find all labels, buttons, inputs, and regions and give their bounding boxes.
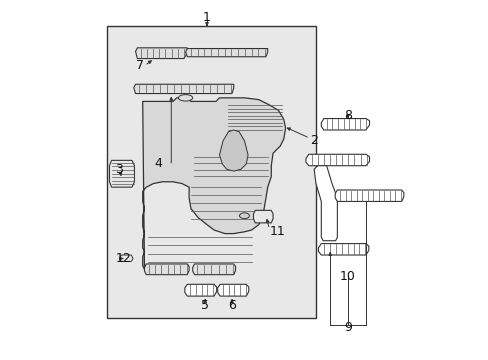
Text: 4: 4	[154, 157, 162, 170]
Polygon shape	[134, 84, 233, 94]
Polygon shape	[135, 48, 187, 59]
Polygon shape	[217, 284, 248, 296]
Text: 10: 10	[340, 270, 355, 283]
Polygon shape	[142, 98, 285, 269]
Text: 7: 7	[136, 59, 143, 72]
Polygon shape	[335, 190, 403, 202]
Polygon shape	[107, 26, 315, 318]
Text: 11: 11	[269, 225, 285, 238]
Polygon shape	[184, 284, 216, 296]
Polygon shape	[119, 255, 133, 261]
Text: 6: 6	[227, 299, 235, 312]
Text: 12: 12	[115, 252, 131, 265]
Polygon shape	[318, 244, 368, 255]
Text: 5: 5	[201, 299, 209, 312]
Polygon shape	[305, 154, 369, 166]
Text: 8: 8	[344, 109, 351, 122]
Polygon shape	[313, 166, 337, 241]
Polygon shape	[185, 49, 267, 57]
Polygon shape	[253, 210, 272, 223]
Ellipse shape	[239, 213, 249, 219]
Text: 3: 3	[115, 163, 123, 176]
Text: 9: 9	[344, 321, 351, 334]
Polygon shape	[109, 160, 134, 187]
Polygon shape	[144, 264, 189, 275]
Polygon shape	[219, 130, 247, 171]
Ellipse shape	[178, 95, 192, 101]
Polygon shape	[192, 264, 235, 275]
Text: 1: 1	[203, 11, 210, 24]
Text: 2: 2	[310, 134, 318, 147]
Polygon shape	[321, 118, 369, 130]
